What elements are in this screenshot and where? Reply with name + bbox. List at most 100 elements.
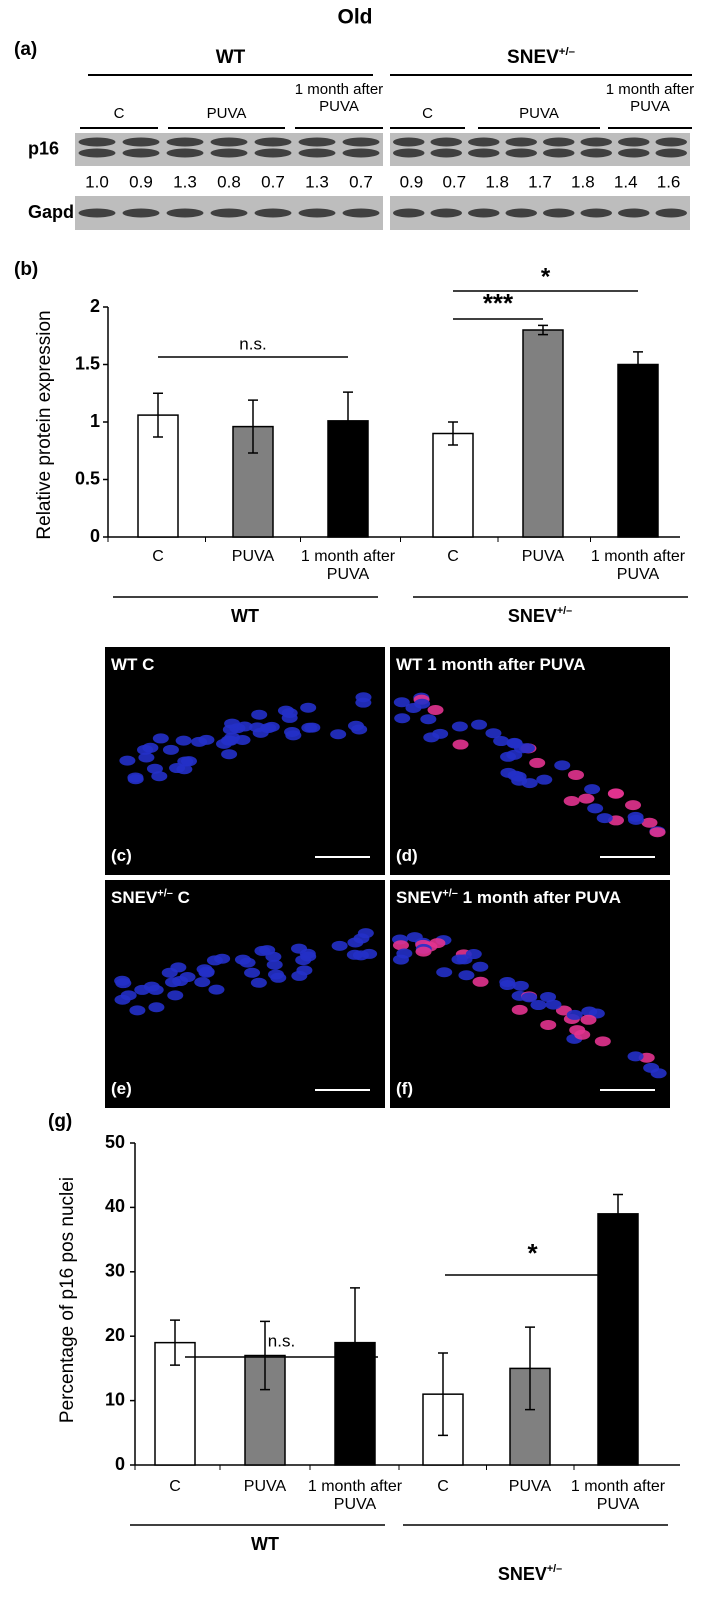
group-name: SNEV (507, 47, 559, 68)
significance-label: * (541, 263, 551, 290)
nucleus (594, 1036, 611, 1047)
quantification: 1.3 (305, 172, 329, 191)
significance-label: n.s. (239, 334, 266, 353)
nucleus (415, 946, 432, 957)
nucleus (456, 954, 473, 965)
nucleus (251, 709, 268, 720)
nucleus (115, 978, 132, 989)
nucleus (331, 940, 348, 951)
y-tick-label: 1.5 (75, 353, 100, 373)
nucleus (175, 735, 192, 746)
group-label: SNEV+/– (507, 46, 575, 68)
nucleus (138, 752, 155, 763)
blot-band (298, 137, 336, 147)
nucleus (574, 1029, 591, 1040)
nucleus (423, 732, 440, 743)
micrograph-superscript: +/– (157, 887, 173, 900)
nucleus (265, 951, 282, 962)
nucleus (281, 712, 298, 723)
subgroup-label: C (422, 105, 433, 122)
nucleus (625, 800, 642, 811)
nucleus (165, 977, 182, 988)
nucleus (347, 937, 364, 948)
nucleus (392, 954, 409, 965)
nucleus (485, 728, 502, 739)
error-bar (448, 421, 458, 446)
nucleus (198, 967, 215, 978)
x-tick-label: 1 month after PUVA (307, 1478, 403, 1513)
nucleus (191, 736, 208, 747)
nucleus (346, 949, 363, 960)
nucleus (393, 697, 410, 708)
y-tick-label: 40 (105, 1196, 125, 1216)
nucleus (406, 932, 423, 943)
nucleus (266, 959, 283, 970)
nucleus (545, 999, 562, 1010)
subgroup-label: PUVA (519, 105, 559, 122)
micrograph-letter: (e) (111, 1079, 132, 1098)
nucleus (355, 697, 372, 708)
error-bar (525, 1326, 535, 1411)
nucleus (587, 803, 604, 814)
error-bar (613, 1193, 623, 1234)
nucleus (567, 769, 584, 780)
micrograph-rest: 1 month after PUVA (462, 888, 622, 907)
nucleus (249, 722, 266, 733)
nucleus (167, 990, 184, 1001)
error-bar (350, 1287, 360, 1399)
quantification: 1.4 (614, 172, 638, 191)
nucleus (330, 729, 347, 740)
y-tick-label: 20 (105, 1325, 125, 1345)
nucleus (147, 984, 164, 995)
nucleus (436, 967, 453, 978)
bar (327, 420, 369, 538)
blot-band (580, 208, 612, 218)
group-label: SNEV+/– (498, 1563, 562, 1584)
micrograph-letter: (c) (111, 846, 132, 865)
nucleus (499, 980, 516, 991)
group-label: WT (231, 606, 259, 626)
blot-band (210, 137, 248, 147)
nucleus (458, 970, 475, 981)
error-bar (153, 392, 163, 438)
error-bar (260, 1320, 270, 1391)
blot-band (298, 148, 336, 158)
micrograph-name: WT 1 month after PUVA (396, 655, 586, 674)
micrograph-superscript: +/– (442, 887, 458, 900)
significance-label: n.s. (268, 1331, 295, 1350)
quantification: 1.3 (173, 172, 197, 191)
blot-band (655, 208, 687, 218)
nucleus (521, 992, 538, 1003)
blot-band (468, 148, 500, 158)
nucleus (580, 1014, 597, 1025)
quantification: 0.9 (400, 172, 424, 191)
blot-band (122, 148, 160, 158)
x-tick-label: 1 month after PUVA (570, 1478, 666, 1513)
nucleus (151, 771, 168, 782)
bar (522, 329, 564, 538)
significance-label: * (527, 1238, 538, 1268)
blot-band (342, 208, 380, 218)
blot-band (580, 148, 612, 158)
blot-band (122, 137, 160, 147)
bar (432, 432, 474, 538)
nucleus (300, 951, 317, 962)
blot-band (580, 137, 612, 147)
quantification: 1.6 (657, 172, 681, 191)
nucleus (414, 698, 431, 709)
blot-band (543, 137, 575, 147)
group-name: SNEV (508, 606, 557, 626)
x-tick-label: PUVA (521, 548, 565, 565)
nucleus (224, 718, 241, 729)
quantification: 0.8 (217, 172, 241, 191)
micrograph (105, 880, 385, 1108)
blot-band (618, 148, 650, 158)
blot-band (393, 148, 425, 158)
blot-strip (390, 133, 690, 166)
blot-band (505, 208, 537, 218)
nucleus (472, 976, 489, 987)
blot-band (618, 137, 650, 147)
nucleus (194, 977, 211, 988)
nucleus (152, 733, 169, 744)
nucleus (584, 784, 601, 795)
